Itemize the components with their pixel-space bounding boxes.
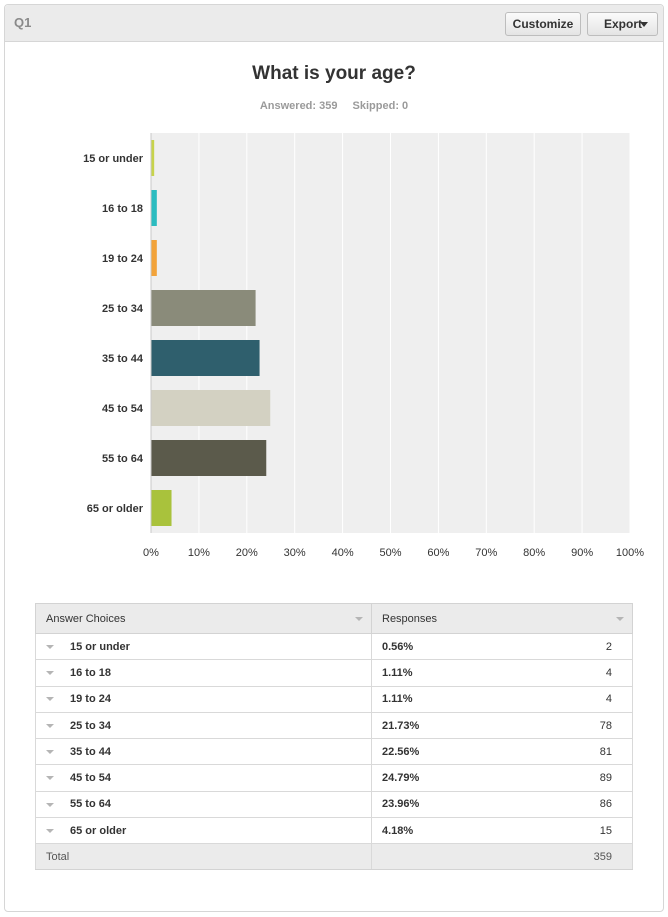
response-percent: 22.56%	[371, 738, 522, 766]
answer-choice-label: 45 to 54	[70, 772, 111, 785]
bar[interactable]	[151, 240, 157, 276]
answer-choice-label: 65 or older	[70, 824, 127, 837]
response-count: 2	[521, 633, 633, 661]
x-tick-label: 100%	[616, 547, 644, 559]
table-row[interactable]: 25 to 34 21.73% 78	[35, 712, 633, 740]
total-label: Total	[35, 843, 372, 871]
answer-choice-label: 25 to 34	[70, 719, 111, 732]
bar[interactable]	[151, 190, 157, 226]
x-tick-label: 0%	[143, 547, 159, 559]
expand-caret-icon[interactable]	[46, 802, 54, 807]
customize-button[interactable]: Customize	[505, 12, 581, 36]
table-row[interactable]: 16 to 18 1.11% 4	[35, 659, 633, 687]
table-row[interactable]: 19 to 24 1.11% 4	[35, 686, 633, 713]
response-percent: 21.73%	[371, 712, 522, 740]
table-row[interactable]: 15 or under 0.56% 2	[35, 633, 633, 661]
responses-table: Answer Choices Responses 15 or under 0.56…	[35, 603, 633, 871]
x-tick-label: 20%	[236, 547, 258, 559]
response-count: 81	[521, 738, 633, 766]
expand-caret-icon[interactable]	[46, 697, 54, 702]
bar[interactable]	[151, 440, 267, 476]
answer-choice-label: 19 to 24	[70, 693, 111, 706]
table-header-row: Answer Choices Responses	[35, 603, 633, 634]
response-percent: 24.79%	[371, 764, 522, 792]
expand-caret-icon[interactable]	[46, 828, 54, 833]
x-tick-label: 10%	[188, 547, 210, 559]
skipped-count: Skipped: 0	[352, 100, 409, 112]
answer-choice-cell: 25 to 34	[35, 712, 372, 740]
answer-choice-cell: 16 to 18	[35, 659, 372, 687]
expand-caret-icon[interactable]	[46, 776, 54, 781]
bar[interactable]	[151, 490, 172, 526]
export-button[interactable]: Export	[587, 12, 658, 36]
x-tick-label: 90%	[571, 547, 593, 559]
bar[interactable]	[151, 340, 260, 376]
response-count: 86	[521, 791, 633, 819]
answer-choice-cell: 55 to 64	[35, 791, 372, 819]
category-label: 65 or older	[87, 503, 144, 515]
response-percent: 1.11%	[371, 686, 522, 713]
bar-chart: 0% 10% 20% 30% 40% 50% 60% 70% 80% 90% 100% 15 or u…	[83, 133, 644, 559]
answer-choice-cell: 45 to 54	[35, 764, 372, 792]
table-row[interactable]: 35 to 44 22.56% 81	[35, 738, 633, 766]
sort-icon	[616, 617, 624, 621]
response-percent: 4.18%	[371, 817, 522, 845]
response-count: 15	[521, 817, 633, 845]
category-label: 16 to 18	[102, 203, 143, 215]
answer-choice-label: 15 or under	[70, 640, 130, 653]
response-count: 4	[521, 659, 633, 687]
answer-choices-header[interactable]: Answer Choices	[35, 603, 372, 634]
category-label: 35 to 44	[102, 353, 144, 365]
answer-choice-label: 16 to 18	[70, 666, 111, 679]
expand-caret-icon[interactable]	[46, 723, 54, 728]
caret-down-icon	[640, 22, 648, 27]
response-count: 89	[521, 764, 633, 792]
bar[interactable]	[151, 140, 155, 176]
expand-caret-icon[interactable]	[46, 644, 54, 649]
category-label: 19 to 24	[102, 253, 144, 265]
answered-count: Answered: 359	[259, 100, 338, 112]
sort-icon	[355, 617, 363, 621]
expand-caret-icon[interactable]	[46, 749, 54, 754]
question-id: Q1	[14, 15, 32, 30]
table-row[interactable]: 45 to 54 24.79% 89	[35, 764, 633, 792]
x-tick-label: 30%	[284, 547, 306, 559]
response-count: 4	[521, 686, 633, 713]
total-count: 359	[521, 843, 633, 871]
bar[interactable]	[151, 390, 271, 426]
response-percent: 1.11%	[371, 659, 522, 687]
x-tick-label: 50%	[379, 547, 401, 559]
chart-title: What is your age?	[252, 63, 416, 84]
x-tick-label: 60%	[427, 547, 449, 559]
expand-caret-icon[interactable]	[46, 671, 54, 676]
table-row[interactable]: 65 or older 4.18% 15	[35, 817, 633, 845]
responses-header[interactable]: Responses	[371, 603, 633, 634]
x-tick-label: 70%	[475, 547, 497, 559]
response-percent: 23.96%	[371, 791, 522, 819]
category-label: 55 to 64	[102, 453, 144, 465]
answer-choice-label: 55 to 64	[70, 798, 111, 811]
response-count: 78	[521, 712, 633, 740]
table-row[interactable]: 55 to 64 23.96% 86	[35, 791, 633, 819]
export-label: Export	[603, 17, 642, 31]
x-tick-label: 40%	[332, 547, 354, 559]
x-tick-label: 80%	[523, 547, 545, 559]
total-spacer	[371, 843, 522, 871]
response-summary: Answered: 359 Skipped: 0	[0, 100, 668, 112]
answer-choice-cell: 15 or under	[35, 633, 372, 661]
answer-choice-label: 35 to 44	[70, 745, 111, 758]
card-header: Q1 Customize Export	[5, 5, 663, 42]
category-label: 45 to 54	[102, 403, 144, 415]
total-row: Total 359	[35, 843, 633, 871]
category-label: 25 to 34	[102, 303, 144, 315]
category-label: 15 or under	[83, 153, 144, 165]
answer-choice-cell: 19 to 24	[35, 686, 372, 713]
answer-choice-cell: 65 or older	[35, 817, 372, 845]
bar[interactable]	[151, 290, 256, 326]
response-percent: 0.56%	[371, 633, 522, 661]
answer-choice-cell: 35 to 44	[35, 738, 372, 766]
